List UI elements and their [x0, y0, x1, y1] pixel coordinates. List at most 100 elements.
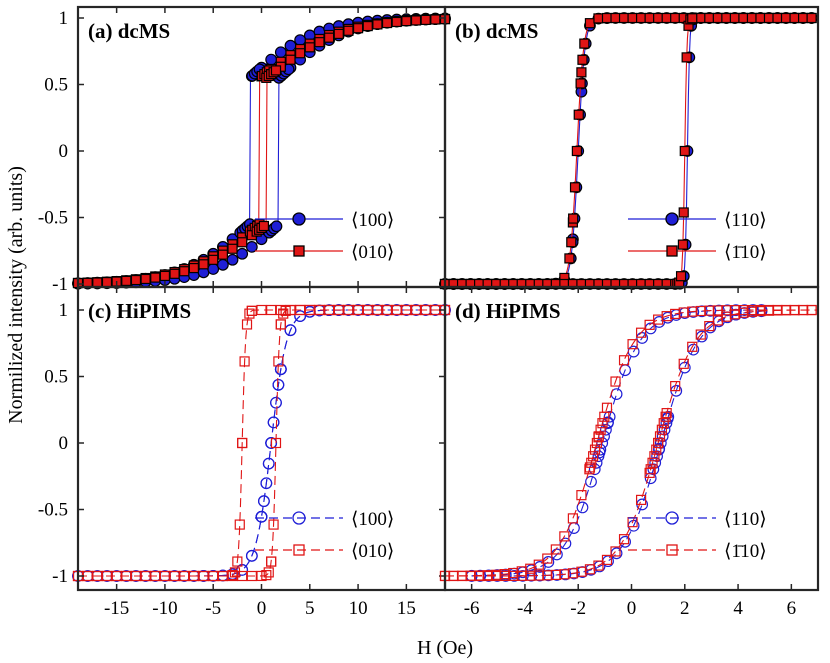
panel-title: (a) dcMS: [88, 19, 170, 43]
data-point: [263, 567, 274, 578]
series-line: [78, 309, 445, 577]
data-point: [260, 477, 273, 490]
data-point: [237, 237, 248, 248]
data-point: [179, 570, 190, 582]
data-point: [806, 304, 817, 316]
data-point: [636, 332, 649, 344]
data-point: [362, 304, 373, 316]
data-point: [265, 437, 278, 449]
data-point: [270, 220, 283, 233]
data-point: [651, 444, 662, 455]
data-point: [372, 19, 383, 30]
data-point: [270, 437, 282, 449]
data-point: [372, 304, 383, 316]
data-point: [635, 12, 647, 24]
data-point: [237, 570, 248, 582]
data-point: [237, 437, 248, 449]
data-point: [130, 570, 142, 582]
data-point: [188, 570, 199, 582]
data-point: [567, 513, 578, 524]
data-point: [592, 450, 605, 463]
data-point: [314, 37, 325, 48]
data-point: [208, 254, 219, 265]
data-point: [381, 304, 393, 316]
data-point: [704, 12, 715, 24]
data-point: [577, 54, 588, 65]
legend-label: ⟨1̄10⟩: [724, 541, 767, 562]
data-point: [542, 553, 553, 564]
y-tick-label: -0.5: [38, 208, 68, 229]
legend-label: ⟨100⟩: [351, 509, 394, 530]
data-point: [352, 304, 364, 316]
data-point: [255, 510, 268, 523]
data-point: [198, 259, 209, 270]
x-tick-label: 4: [733, 598, 743, 619]
data-point: [789, 12, 800, 24]
data-point: [593, 13, 604, 24]
x-tick-label: 0: [627, 598, 637, 619]
data-point: [272, 378, 285, 391]
y-tick-label: 0: [59, 141, 69, 162]
data-point: [401, 304, 412, 316]
series-⟨1̄10⟩: [439, 304, 818, 582]
data-point: [772, 12, 783, 24]
x-tick-label: -4: [517, 598, 533, 619]
data-point: [687, 13, 698, 24]
data-point: [169, 570, 180, 582]
x-tick-label: -6: [464, 598, 480, 619]
data-point: [712, 12, 723, 24]
data-point: [780, 12, 792, 24]
data-point: [738, 12, 749, 24]
data-point: [610, 546, 621, 557]
series-line: [78, 309, 445, 577]
data-point: [420, 304, 431, 316]
legend-marker: [666, 245, 678, 257]
series-⟨110⟩: [465, 304, 768, 582]
data-point: [140, 273, 151, 285]
data-point: [618, 355, 630, 366]
data-point: [576, 67, 587, 78]
data-point: [564, 253, 575, 264]
panel-4: -6 -4 -2 0 2 4 6 (d) HiPIMS ⟨110⟩ ⟨1̄10⟩: [439, 285, 820, 619]
data-point: [763, 12, 775, 24]
data-point: [591, 437, 602, 449]
data-point: [270, 65, 282, 76]
data-point: [675, 271, 687, 282]
data-point: [704, 320, 715, 332]
data-point: [566, 237, 577, 248]
y-tick-label: 1: [59, 8, 69, 29]
data-point: [647, 463, 660, 476]
legend-marker: [665, 511, 679, 525]
data-point: [229, 567, 241, 578]
data-point: [333, 304, 344, 316]
data-point: [140, 570, 151, 582]
data-point: [589, 444, 601, 455]
data-point: [420, 14, 431, 26]
data-point: [280, 305, 291, 316]
data-point: [278, 308, 289, 319]
data-point: [678, 358, 689, 369]
data-point: [275, 319, 286, 330]
data-point: [593, 560, 604, 571]
data-point: [111, 570, 122, 582]
x-tick-label: 10: [349, 598, 368, 619]
data-point: [304, 304, 315, 316]
data-point: [679, 145, 690, 157]
data-point: [601, 554, 613, 566]
data-point: [217, 249, 228, 260]
data-point: [226, 253, 239, 266]
data-point: [661, 12, 672, 24]
data-point: [746, 12, 758, 24]
y-tick-label: 0.5: [44, 367, 68, 388]
data-point: [244, 308, 255, 319]
data-point: [265, 53, 278, 66]
x-tick-label: -5: [205, 598, 221, 619]
legend-marker: [293, 245, 305, 257]
x-tick-label: -10: [152, 598, 177, 619]
panel-2: (b) dcMS ⟨110⟩ ⟨1̄10⟩: [439, 5, 820, 290]
data-point: [391, 304, 402, 316]
data-point: [586, 457, 597, 468]
data-point: [559, 531, 570, 542]
data-point: [294, 310, 307, 323]
data-point: [284, 324, 297, 337]
